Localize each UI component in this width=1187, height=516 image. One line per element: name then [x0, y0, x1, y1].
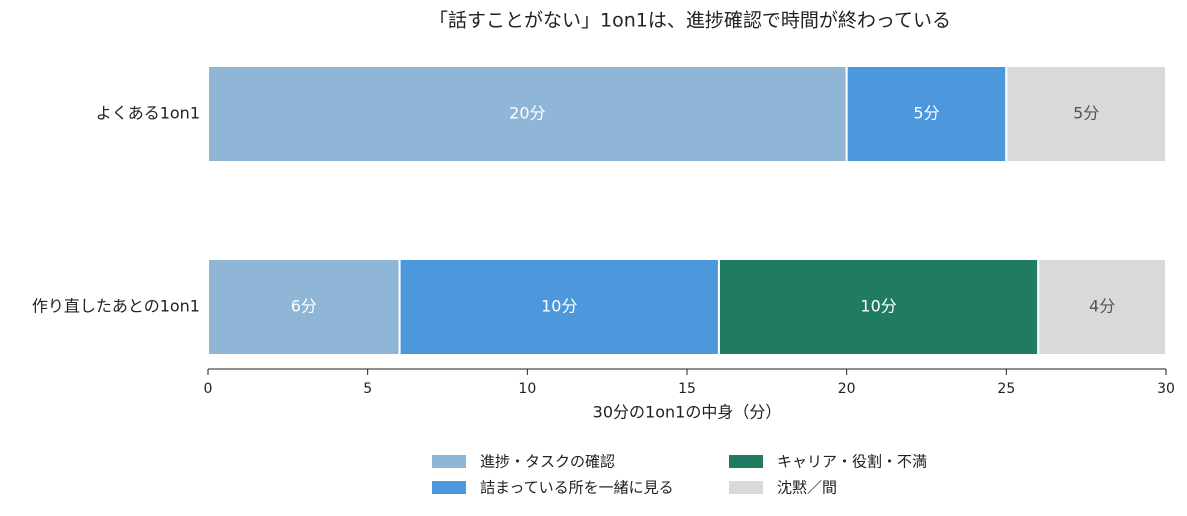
- y-tick-label: よくある1on1: [96, 104, 200, 123]
- data-label: 20分: [509, 104, 545, 123]
- data-label: 5分: [913, 104, 939, 123]
- x-tick-label: 5: [363, 381, 372, 397]
- data-label: 5分: [1073, 104, 1099, 123]
- data-label: 10分: [541, 297, 577, 316]
- chart-title: 「話すことがない」1on1は、進捗確認で時間が終わっている: [429, 10, 951, 32]
- legend-swatch: [432, 481, 466, 494]
- legend-label: 進捗・タスクの確認: [480, 453, 615, 471]
- bar-segment: [207, 65, 848, 163]
- bar-segment: [717, 258, 1040, 356]
- x-tick-label: 10: [518, 381, 536, 397]
- legend-label: 詰まっている所を一緒に見る: [480, 479, 674, 497]
- legend-swatch: [432, 455, 466, 468]
- data-label: 6分: [291, 297, 317, 316]
- legend-swatch: [729, 481, 763, 494]
- bar-segment: [845, 65, 1008, 163]
- legend-label: 沈黙／間: [777, 479, 837, 497]
- y-tick-label: 作り直したあとの1on1: [32, 297, 200, 316]
- x-axis-label: 30分の1on1の中身（分）: [593, 403, 782, 422]
- x-tick-label: 15: [678, 381, 696, 397]
- data-label: 4分: [1089, 297, 1115, 316]
- legend-label: キャリア・役割・不満: [777, 453, 927, 471]
- x-tick-label: 0: [204, 381, 213, 397]
- x-tick-label: 25: [997, 381, 1015, 397]
- x-tick-label: 20: [838, 381, 856, 397]
- legend-swatch: [729, 455, 763, 468]
- data-label: 10分: [860, 297, 896, 316]
- bar-segment: [1005, 65, 1167, 163]
- x-tick-label: 30: [1157, 381, 1175, 397]
- bar-segment: [1037, 258, 1168, 356]
